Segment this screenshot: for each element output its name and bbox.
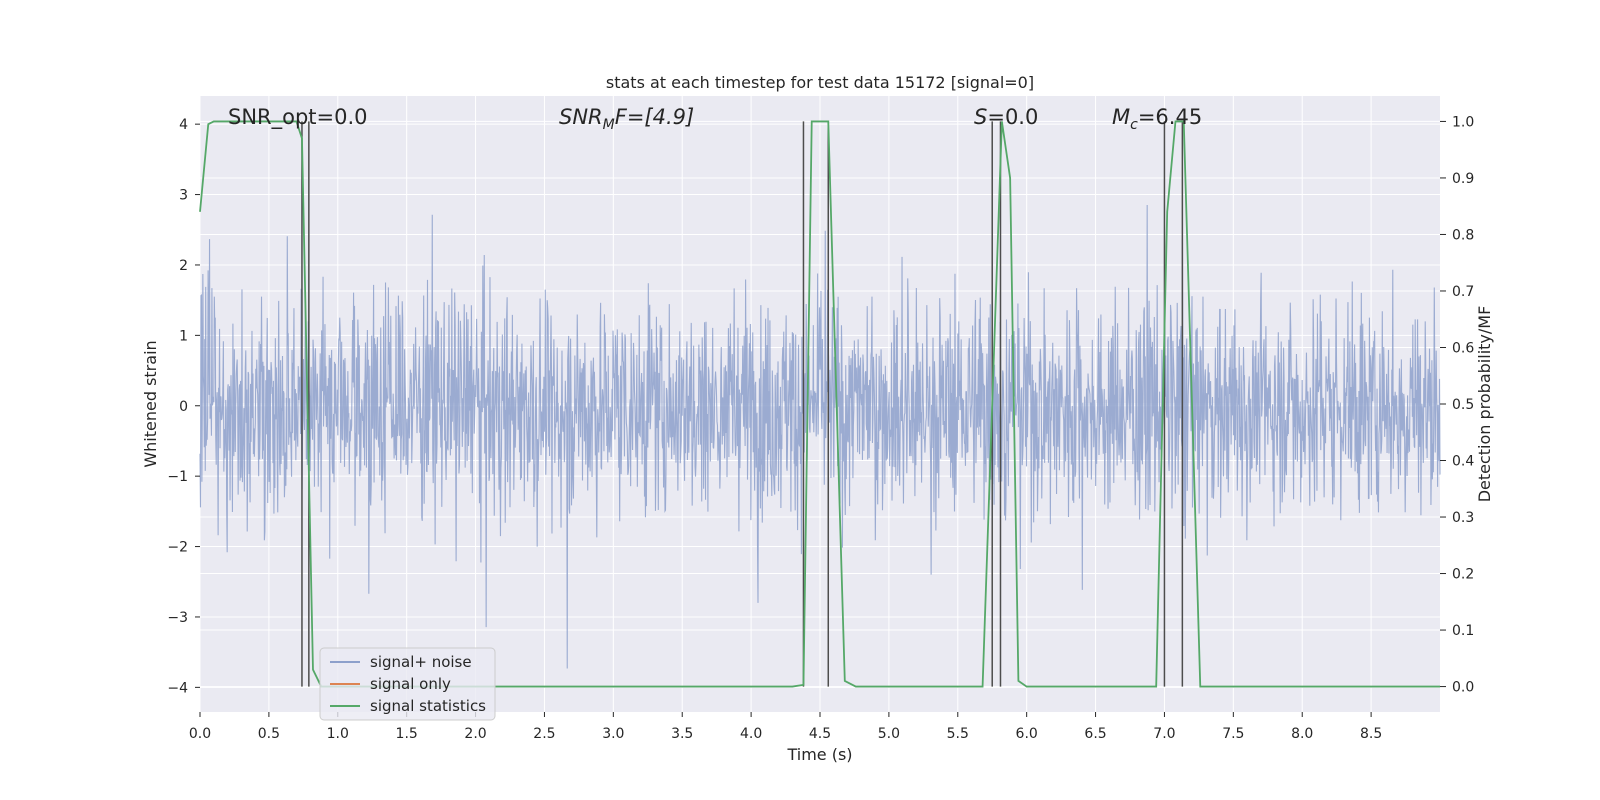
left-y-tick-label: −4 [167, 680, 188, 696]
legend-label-signal-only: signal only [370, 675, 451, 693]
left-y-tick-label: −1 [167, 469, 188, 485]
left-y-tick-label: −2 [167, 540, 188, 556]
x-tick-label: 4.5 [809, 726, 831, 742]
x-tick-label: 6.5 [1084, 726, 1106, 742]
annotation-snr-opt: SNR_opt=0.0 [228, 105, 368, 130]
x-tick-label: 8.5 [1360, 726, 1382, 742]
s-base: S [974, 105, 987, 129]
annotation-mc: Mc=6.45 [1112, 105, 1202, 133]
left-y-tick-label: 2 [179, 258, 188, 274]
signal-noise-trace [199, 204, 1441, 669]
left-y-axis-ticks: −4 −3 −2 −1 0 1 2 3 4 [167, 117, 200, 696]
snr-mf-rest: F=[4.9] [615, 105, 694, 129]
x-tick-label: 1.5 [396, 726, 418, 742]
x-tick-label: 0.5 [258, 726, 280, 742]
mc-rest: =6.45 [1138, 105, 1202, 129]
signal-statistics-line [199, 120, 1440, 688]
snr-mf-subscript: M [603, 117, 615, 133]
x-tick-label: 8.0 [1291, 726, 1313, 742]
x-tick-label: 3.5 [671, 726, 693, 742]
right-y-tick-label: 0.1 [1452, 623, 1474, 639]
right-y-tick-label: 0.5 [1452, 397, 1474, 413]
right-y-axis-ticks: 0.0 0.1 0.2 0.3 0.4 0.5 0.6 0.7 0.8 0.9 1.0 [1440, 114, 1474, 696]
legend: signal+ noise signal only signal statist… [319, 647, 496, 721]
right-y-tick-label: 0.7 [1452, 284, 1474, 300]
mc-base: M [1112, 105, 1130, 129]
x-tick-label: 5.0 [878, 726, 900, 742]
x-tick-label: 7.0 [1153, 726, 1175, 742]
signal-noise-path [199, 204, 1441, 669]
x-tick-label: 5.5 [947, 726, 969, 742]
annotation-s: S=0.0 [974, 105, 1038, 129]
right-y-tick-label: 0.6 [1452, 340, 1474, 356]
x-axis-label: Time (s) [786, 745, 852, 764]
s-rest: =0.0 [987, 105, 1038, 129]
left-y-tick-label: −3 [167, 610, 188, 626]
legend-box [319, 647, 496, 721]
mc-subscript: c [1130, 117, 1138, 133]
legend-label-signal-statistics: signal statistics [370, 697, 486, 715]
right-y-tick-label: 0.4 [1452, 454, 1474, 470]
x-tick-label: 0.0 [189, 726, 211, 742]
right-y-tick-label: 0.3 [1452, 510, 1474, 526]
left-y-tick-label: 1 [179, 328, 188, 344]
right-y-tick-label: 1.0 [1452, 114, 1474, 130]
x-tick-label: 2.0 [464, 726, 486, 742]
annotation-snr-mf: SNRMF=[4.9] [559, 105, 694, 133]
x-tick-label: 4.0 [740, 726, 762, 742]
right-y-tick-label: 0.0 [1452, 680, 1474, 696]
left-y-axis-label: Whitened strain [141, 340, 160, 467]
legend-label-signal-noise: signal+ noise [370, 653, 472, 671]
right-y-tick-label: 0.9 [1452, 171, 1474, 187]
left-y-tick-label: 3 [179, 188, 188, 204]
chart-title: stats at each timestep for test data 151… [606, 73, 1034, 92]
right-y-tick-label: 0.8 [1452, 227, 1474, 243]
x-axis-ticks: 0.0 0.5 1.0 1.5 2.0 2.5 3.0 3.5 4.0 4.5 5.0 5.5 6.0 6… [189, 712, 1382, 742]
left-y-tick-label: 0 [179, 399, 188, 415]
x-tick-label: 2.5 [533, 726, 555, 742]
left-y-tick-label: 4 [179, 117, 188, 133]
signal-statistics-path [199, 120, 1440, 688]
x-tick-label: 7.5 [1222, 726, 1244, 742]
right-y-axis-label: Detection probability/MF [1475, 306, 1494, 503]
right-y-tick-label: 0.2 [1452, 567, 1474, 583]
x-tick-label: 3.0 [602, 726, 624, 742]
x-tick-label: 6.0 [1016, 726, 1038, 742]
snr-mf-base: SNR [559, 105, 603, 129]
x-tick-label: 1.0 [327, 726, 349, 742]
